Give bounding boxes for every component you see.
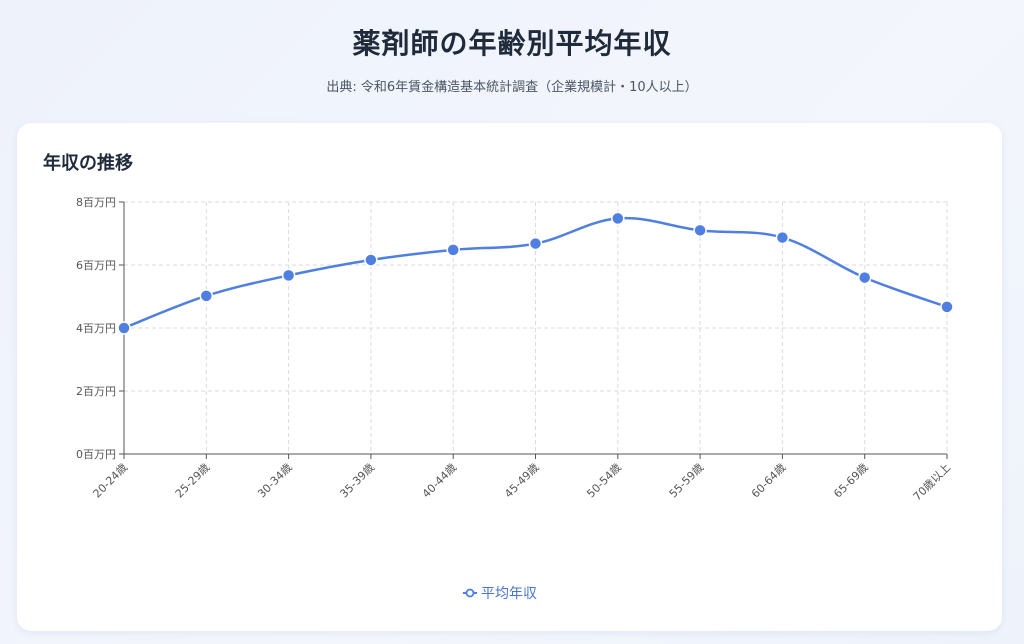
chart-card-title: 年収の推移 xyxy=(43,153,133,174)
x-tick-label: 55-59歳 xyxy=(667,461,707,501)
y-tick-label: 4百万円 xyxy=(76,322,116,335)
data-point-45-49歳[interactable] xyxy=(528,236,543,251)
data-point-60-64歳[interactable] xyxy=(775,230,790,245)
line-chart: 0百万円 2百万円 4百万円 6百万円 8百万円 20-24歳 25-29歳 30-34歳 35… xyxy=(76,196,954,602)
data-point-70歳以上[interactable] xyxy=(940,300,954,314)
legend-label[interactable]: 平均年収 xyxy=(481,586,537,602)
data-point-30-34歳[interactable] xyxy=(281,268,296,283)
y-tick-label: 8百万円 xyxy=(76,196,116,209)
x-tick-label: 20-24歳 xyxy=(91,461,131,501)
data-point-55-59歳[interactable] xyxy=(693,223,707,238)
data-point-65-69歳[interactable] xyxy=(857,270,872,285)
data-point-50-54歳[interactable] xyxy=(611,211,625,226)
legend-marker-icon xyxy=(465,588,475,598)
x-tick-label: 40-44歳 xyxy=(420,461,460,501)
data-point-20-24歳[interactable] xyxy=(117,321,131,335)
y-tick-label: 0百万円 xyxy=(76,448,116,461)
x-tick-label: 25-29歳 xyxy=(173,461,213,501)
y-tick-label: 6百万円 xyxy=(76,259,116,272)
page-subtitle: 出典: 令和6年賃金構造基本統計調査（企業規模計・10人以上） xyxy=(326,80,698,95)
x-tick-label: 70歳以上 xyxy=(911,461,953,503)
chart-card: 年収の推移 0百万円 2百万円 4百万円 6百万円 8百万円 20-24歳 25-29歳 30… xyxy=(17,123,1002,631)
y-tick-label: 2百万円 xyxy=(76,385,116,398)
x-tick-label: 45-49歳 xyxy=(502,461,542,501)
x-tick-label: 30-34歳 xyxy=(255,461,295,501)
page-title: 薬剤師の年齢別平均年収 xyxy=(352,27,672,60)
page-header: 薬剤師の年齢別平均年収 出典: 令和6年賃金構造基本統計調査（企業規模計・10人… xyxy=(0,0,1024,95)
x-tick-label: 50-54歳 xyxy=(584,461,624,501)
x-tick-label: 35-39歳 xyxy=(337,461,377,501)
data-point-25-29歳[interactable] xyxy=(199,289,214,303)
x-tick-label: 60-64歳 xyxy=(749,461,789,501)
data-point-40-44歳[interactable] xyxy=(446,243,460,257)
data-point-35-39歳[interactable] xyxy=(364,253,378,267)
x-tick-label: 65-69歳 xyxy=(831,461,871,501)
